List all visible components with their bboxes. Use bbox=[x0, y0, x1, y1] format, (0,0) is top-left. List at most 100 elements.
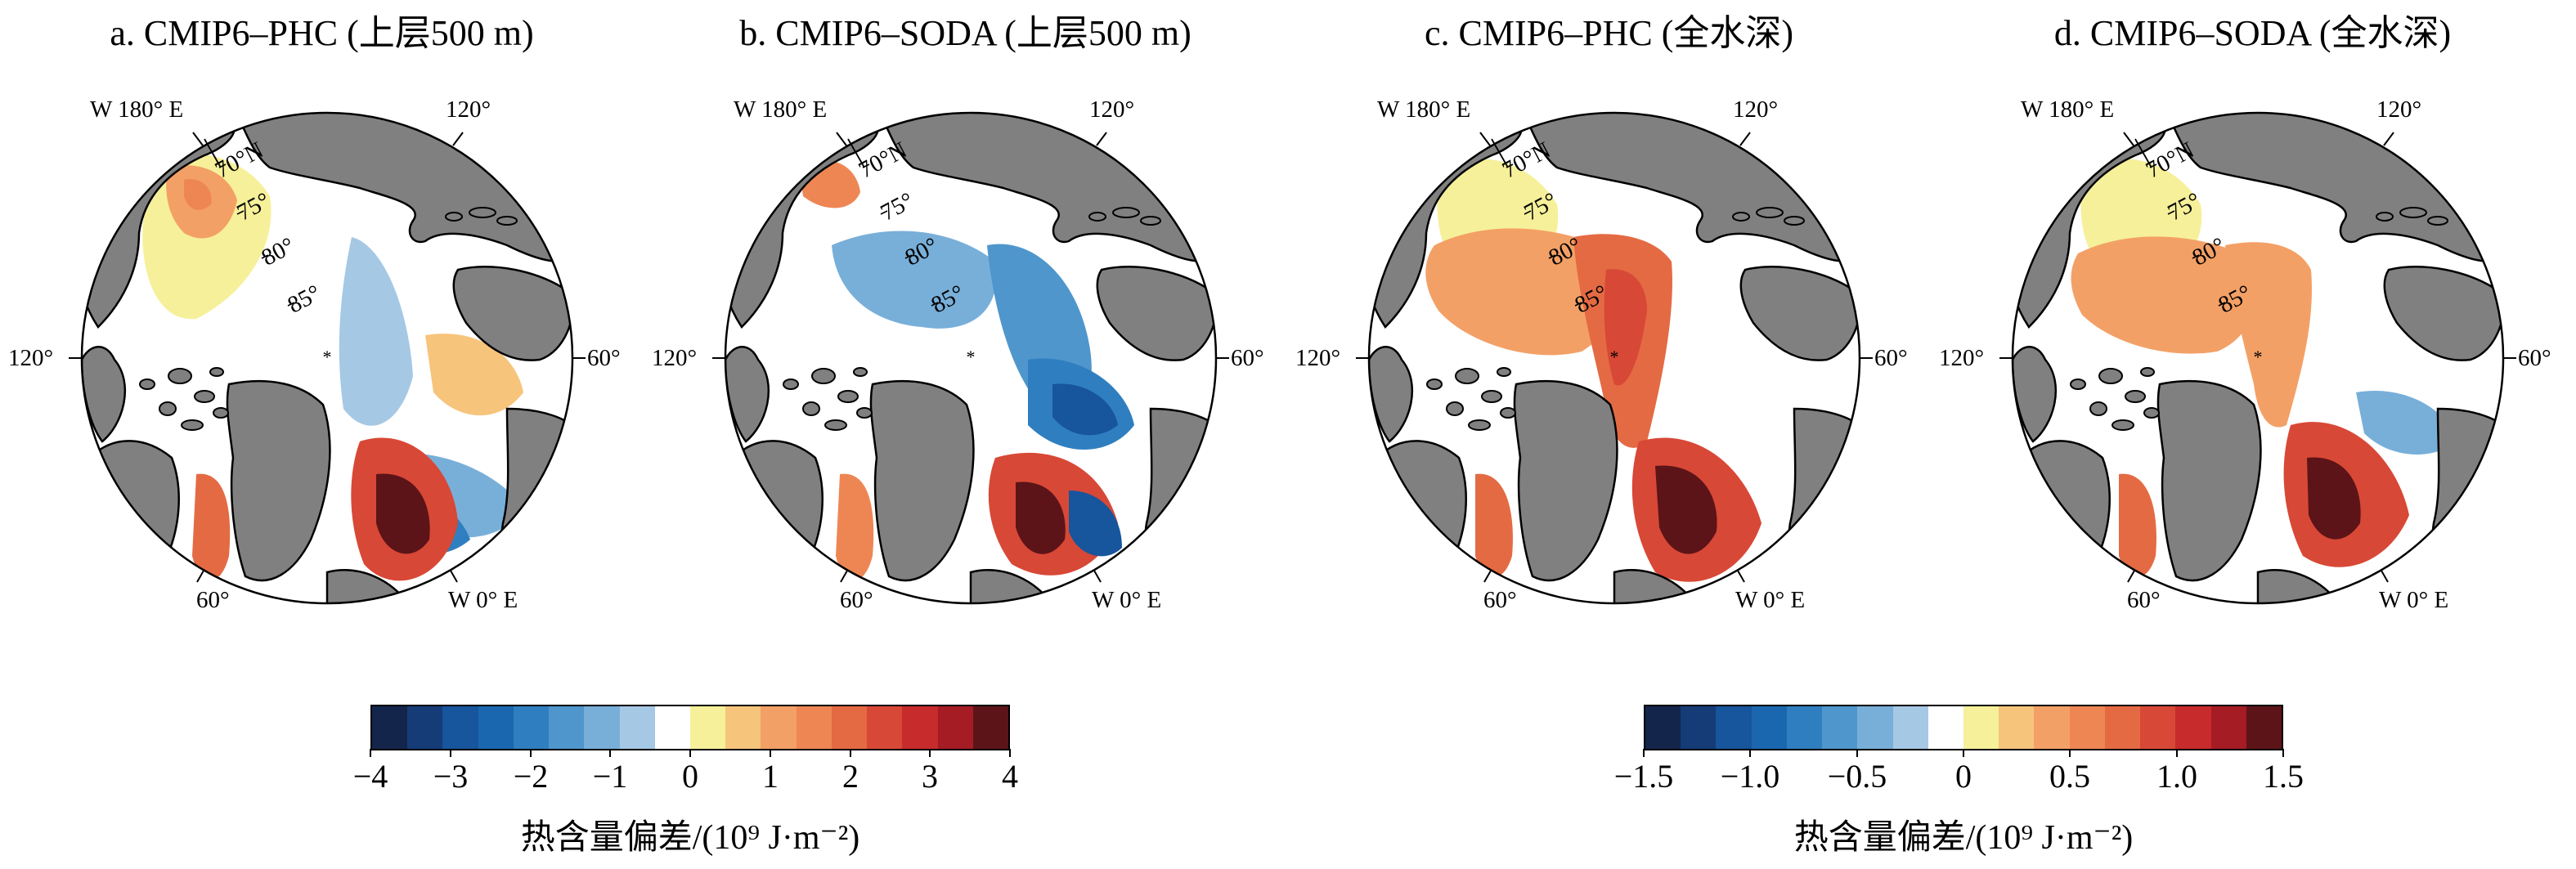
land-mass bbox=[2156, 379, 2262, 582]
meridian-label-120w: 120° bbox=[652, 345, 698, 371]
land-mass bbox=[1513, 379, 1618, 582]
colorbar-swatch bbox=[1822, 706, 1858, 749]
colorbar-tick-mark bbox=[929, 749, 931, 757]
island bbox=[1140, 216, 1161, 226]
meridian-label-60w: 60° bbox=[1483, 587, 1517, 613]
island bbox=[837, 390, 859, 403]
colorbar-tick-label: 2 bbox=[842, 758, 859, 795]
heat-anomaly-region bbox=[425, 334, 523, 416]
colorbar-tick-label: 0 bbox=[682, 758, 698, 795]
island bbox=[445, 212, 463, 222]
colorbar-tick-mark bbox=[1009, 749, 1011, 757]
island bbox=[1446, 401, 1464, 416]
heat-anomaly-region bbox=[2071, 236, 2255, 354]
colorbar-tick-label: 3 bbox=[922, 758, 938, 795]
land-mass bbox=[1375, 440, 1467, 572]
meridian-label-60w: 60° bbox=[840, 587, 873, 613]
colorbar-swatch bbox=[902, 706, 938, 749]
meridian-label-120e: 120° bbox=[2376, 96, 2422, 123]
land-mass bbox=[226, 379, 331, 582]
colorbar-swatch bbox=[689, 706, 726, 749]
land-mass bbox=[2256, 569, 2341, 603]
colorbar-swatch bbox=[1892, 706, 1928, 749]
land-mass bbox=[731, 440, 824, 572]
meridian-label-120e: 120° bbox=[1733, 96, 1779, 123]
north-pole-marker: * bbox=[323, 347, 332, 367]
colorbar-tick-label: −1.5 bbox=[1613, 758, 1674, 795]
colorbar-tick-mark bbox=[450, 749, 451, 757]
colorbar-swatch bbox=[2140, 706, 2176, 749]
meridian-label-180: W 180° E bbox=[734, 96, 828, 123]
colorbar-title: 热含量偏差/(10⁹ J·m⁻²) bbox=[1793, 819, 2134, 857]
meridian-label-120w: 120° bbox=[8, 345, 54, 371]
heat-anomaly-region bbox=[1425, 228, 1618, 356]
colorbar-tick-label: −4 bbox=[352, 758, 388, 795]
colorbar-swatch bbox=[2246, 706, 2282, 749]
island bbox=[1732, 212, 1750, 222]
polar-map: * bbox=[69, 111, 586, 605]
land-mass bbox=[1144, 407, 1216, 574]
panel-title: b. CMIP6–SODA (上层500 m) bbox=[739, 13, 1192, 53]
land-mass bbox=[2431, 407, 2503, 574]
heat-anomaly-region bbox=[836, 473, 874, 580]
colorbar-swatch bbox=[1751, 706, 1787, 749]
meridian-label-60e: 60° bbox=[1874, 345, 1908, 371]
island bbox=[853, 367, 868, 377]
island bbox=[209, 367, 224, 377]
meridian-label-180: W 180° E bbox=[90, 96, 184, 123]
land-mass bbox=[1613, 569, 1698, 603]
colorbar-swatch bbox=[972, 706, 1008, 749]
island bbox=[2140, 367, 2155, 377]
island bbox=[213, 407, 229, 419]
island bbox=[496, 216, 518, 226]
colorbar-swatch bbox=[372, 706, 408, 749]
colorbar-tick-mark bbox=[609, 749, 611, 757]
meridian-label-0: W 0° E bbox=[1735, 587, 1806, 613]
meridian-label-60w: 60° bbox=[2127, 587, 2161, 613]
land-mass bbox=[500, 407, 572, 574]
colorbar-tick-label: 0.5 bbox=[2049, 758, 2090, 795]
colorbar-tick-mark bbox=[689, 749, 691, 757]
colorbar-swatch bbox=[654, 706, 690, 749]
colorbar-swatch bbox=[584, 706, 620, 749]
colorbar-swatch bbox=[407, 706, 443, 749]
panel-a: a. CMIP6–PHC (上层500 m) * W 180° E 120° 120°… bbox=[0, 0, 644, 646]
land-mass bbox=[1739, 266, 1860, 361]
island bbox=[1481, 390, 1502, 403]
north-pole-marker: * bbox=[967, 347, 976, 367]
meridian-label-180: W 180° E bbox=[1377, 96, 1471, 123]
colorbar-tick-label: 4 bbox=[1002, 758, 1018, 795]
colorbar-swatch bbox=[1645, 706, 1681, 749]
meridian-label-60e: 60° bbox=[587, 345, 621, 371]
colorbar-swatch bbox=[2210, 706, 2246, 749]
colorbar-swatch bbox=[549, 706, 585, 749]
colorbar-tick-mark bbox=[2069, 749, 2071, 757]
island bbox=[2143, 407, 2160, 419]
meridian-label-60e: 60° bbox=[1231, 345, 1264, 371]
island bbox=[1500, 407, 1516, 419]
colorbar-title: 热含量偏差/(10⁹ J·m⁻²) bbox=[520, 819, 860, 857]
island bbox=[168, 368, 192, 384]
colorbar-swatch bbox=[725, 706, 761, 749]
colorbar-swatch bbox=[1999, 706, 2035, 749]
colorbar-swatch bbox=[2034, 706, 2070, 749]
colorbar-tick-label: 1.0 bbox=[2156, 758, 2197, 795]
colorbar-tick-label: −0.5 bbox=[1827, 758, 1887, 795]
island bbox=[856, 407, 873, 419]
meridian-label-120w: 120° bbox=[1295, 345, 1341, 371]
colorbar-swatch bbox=[478, 706, 514, 749]
colorbar-tick-label: 1 bbox=[762, 758, 779, 795]
panel-d: d. CMIP6–SODA (全水深) * W 180° E 120° 120° 60°… bbox=[1931, 0, 2574, 646]
island bbox=[2098, 368, 2123, 384]
colorbar-swatch bbox=[1716, 706, 1752, 749]
panel-c: c. CMIP6–PHC (全水深) * W 180° E 120° 120° 60° 6… bbox=[1287, 0, 1931, 646]
island bbox=[2089, 401, 2107, 416]
colorbar-swatch bbox=[1857, 706, 1893, 749]
island bbox=[1784, 216, 1805, 226]
colorbar-swatch bbox=[1681, 706, 1717, 749]
north-pole-marker: * bbox=[2254, 347, 2263, 367]
land-mass bbox=[1788, 407, 1860, 574]
land-mass bbox=[325, 569, 411, 603]
meridian-label-120w: 120° bbox=[1939, 345, 1985, 371]
island bbox=[159, 401, 177, 416]
